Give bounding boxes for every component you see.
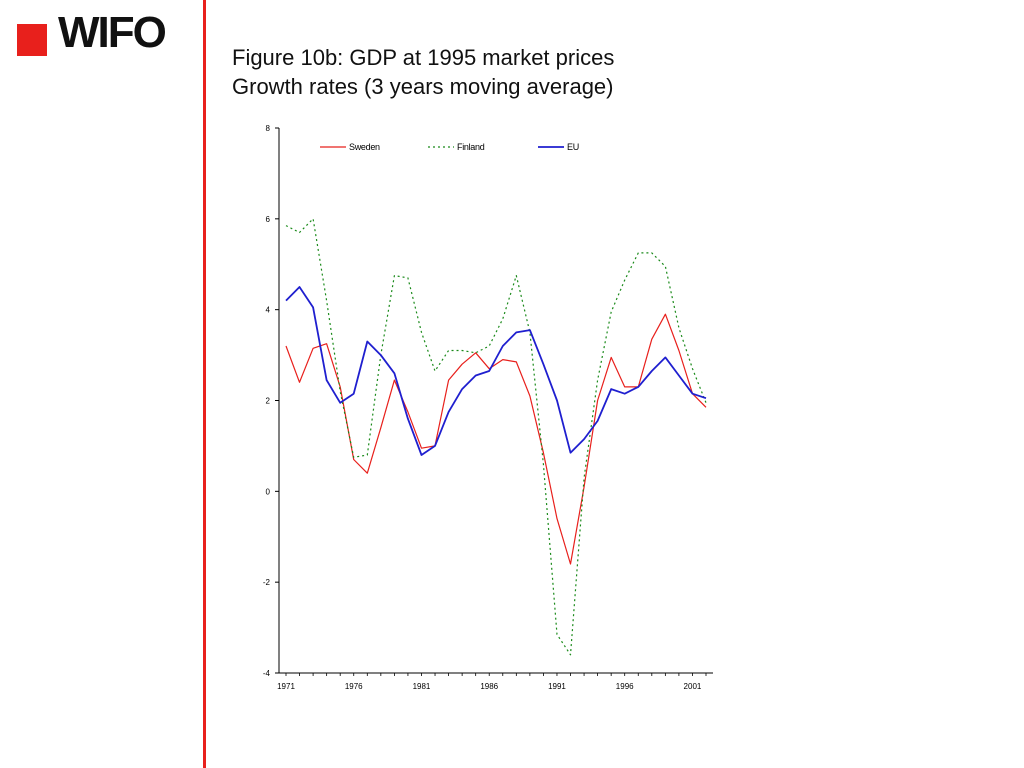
x-tick-label: 1971 [277, 682, 295, 691]
title-line-2: Growth rates (3 years moving average) [232, 74, 614, 99]
x-tick-label: 1976 [345, 682, 363, 691]
x-tick-label: 1991 [548, 682, 566, 691]
x-tick-label: 1986 [480, 682, 498, 691]
divider-line [203, 0, 206, 768]
y-tick-label: 6 [266, 215, 271, 224]
x-tick-label: 1996 [616, 682, 634, 691]
series-line-eu [285, 286, 707, 456]
y-tick-label: 8 [266, 124, 271, 133]
y-tick-label: -2 [263, 578, 271, 587]
figure-title: Figure 10b: GDP at 1995 market prices Gr… [232, 43, 614, 101]
legend-label-eu: EU [567, 142, 579, 152]
x-tick-label: 1981 [413, 682, 431, 691]
series-line-sweden [285, 313, 707, 565]
series-line-finland [285, 218, 707, 656]
logo-square [17, 24, 47, 56]
y-tick-label: 0 [266, 487, 271, 496]
y-tick-label: -4 [263, 669, 271, 678]
legend-label-finland: Finland [457, 142, 485, 152]
y-tick-label: 2 [266, 397, 271, 406]
y-tick-label: 4 [266, 306, 271, 315]
x-tick-label: 2001 [684, 682, 702, 691]
title-line-1: Figure 10b: GDP at 1995 market prices [232, 45, 615, 70]
legend-label-sweden: Sweden [349, 142, 380, 152]
logo-text: WIFO [58, 8, 167, 57]
